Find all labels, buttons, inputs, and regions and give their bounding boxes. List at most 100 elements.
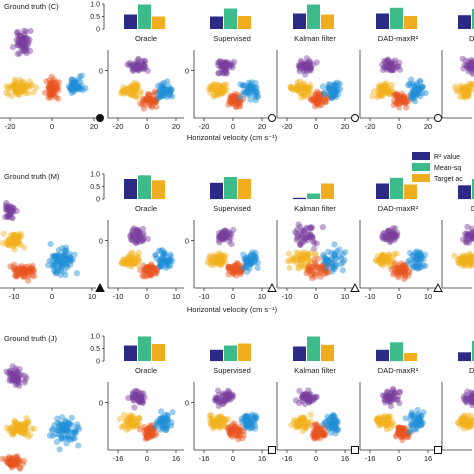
point-blue: [169, 257, 176, 265]
gt-point-orange: [50, 85, 57, 92]
point-purple: [306, 57, 313, 65]
point-orange: [406, 97, 413, 104]
point-yellow: [134, 85, 141, 92]
gt-point-blue: [47, 241, 54, 248]
point-orange: [144, 97, 151, 104]
point-purple: [464, 62, 471, 69]
point-purple: [384, 57, 391, 64]
point-purple: [469, 58, 474, 65]
point-orange: [228, 97, 236, 104]
point-orange: [313, 88, 320, 95]
gt-point-blue: [62, 247, 69, 255]
point-blue: [162, 264, 169, 271]
point-purple: [217, 63, 224, 70]
panel-marker-icon: [434, 114, 442, 122]
point-orange: [233, 98, 240, 105]
gt-point-orange: [11, 458, 18, 465]
point-yellow: [293, 85, 300, 92]
gt-point-blue: [75, 442, 82, 449]
point-purple: [387, 62, 394, 69]
point-blue: [163, 258, 170, 265]
gt-point-purple: [3, 199, 10, 207]
bar-y-tick-label: 1.0: [90, 2, 100, 9]
point-yellow: [387, 91, 394, 98]
gt-point-yellow: [11, 235, 18, 242]
point-blue: [331, 90, 338, 97]
gt-point-yellow: [7, 232, 14, 239]
point-orange: [317, 93, 324, 100]
gt-point-yellow: [18, 233, 25, 240]
point-purple: [467, 65, 474, 72]
point-yellow: [296, 422, 303, 430]
gt-point-purple: [14, 50, 21, 58]
point-yellow: [452, 86, 459, 93]
gt-point-purple: [18, 45, 25, 52]
point-orange: [140, 262, 147, 269]
point-orange: [140, 95, 147, 102]
point-blue: [167, 87, 174, 94]
point-purple: [134, 230, 141, 237]
point-yellow: [218, 88, 225, 95]
point-blue: [158, 255, 165, 262]
gt-point-purple: [16, 40, 24, 47]
point-yellow: [462, 86, 469, 93]
point-purple: [130, 234, 137, 241]
point-yellow: [379, 83, 386, 90]
point-yellow: [465, 87, 472, 94]
point-yellow: [123, 257, 130, 264]
gt-point-blue: [55, 258, 63, 265]
point-orange: [316, 96, 323, 103]
point-yellow: [223, 86, 230, 94]
point-yellow: [388, 88, 395, 95]
gt-point-yellow: [13, 236, 20, 243]
gt-point-orange: [48, 79, 55, 86]
gt-point-orange: [7, 263, 14, 270]
point-blue: [336, 246, 343, 253]
point-purple: [220, 70, 227, 77]
point-yellow: [304, 90, 311, 98]
point-yellow: [220, 88, 227, 95]
point-purple: [379, 61, 386, 68]
point-purple: [390, 67, 397, 74]
point-yellow: [301, 80, 308, 87]
point-blue: [413, 92, 420, 99]
point-orange: [143, 264, 150, 271]
gt-point-purple: [21, 39, 29, 46]
gt-point-yellow: [11, 232, 18, 239]
point-yellow: [123, 257, 130, 264]
gt-point-purple: [19, 36, 26, 43]
point-blue: [167, 86, 174, 93]
point-blue: [160, 85, 167, 92]
point-blue: [161, 257, 169, 264]
gt-point-yellow: [20, 83, 27, 90]
point-yellow: [304, 253, 311, 260]
gt-point-blue: [62, 255, 69, 262]
point-yellow: [126, 253, 133, 260]
point-yellow: [207, 89, 214, 96]
point-blue: [158, 81, 166, 88]
point-orange: [146, 102, 153, 109]
point-yellow: [119, 88, 126, 95]
point-purple: [459, 55, 466, 62]
point-blue: [165, 258, 172, 265]
point-blue: [334, 79, 341, 86]
gt-point-yellow: [10, 235, 17, 242]
point-orange: [232, 94, 239, 101]
point-yellow: [286, 264, 293, 271]
point-orange: [153, 267, 160, 274]
point-orange: [400, 93, 407, 100]
gt-point-blue: [73, 270, 80, 277]
point-blue: [406, 80, 413, 87]
ground-truth-title: Ground truth (C): [4, 2, 59, 11]
point-purple: [466, 65, 473, 72]
gt-point-yellow: [12, 80, 19, 87]
gt-point-yellow: [15, 86, 22, 93]
gt-point-orange: [48, 80, 55, 88]
point-purple: [310, 238, 317, 245]
point-yellow: [288, 422, 295, 429]
gt-point-orange: [48, 89, 55, 96]
point-purple: [225, 61, 232, 69]
point-blue: [407, 426, 414, 433]
point-orange: [143, 267, 151, 274]
point-blue: [411, 91, 418, 98]
